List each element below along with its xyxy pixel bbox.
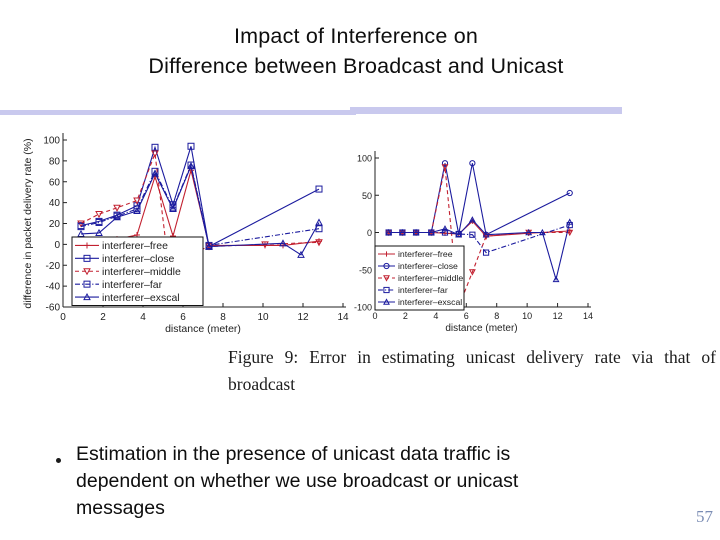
svg-text:interferer–close: interferer–close (102, 253, 175, 265)
svg-text:-60: -60 (46, 303, 61, 314)
svg-text:12: 12 (553, 311, 563, 321)
x-axis-label: distance (meter) (445, 323, 517, 334)
svg-text:0: 0 (54, 240, 60, 251)
svg-text:100: 100 (43, 136, 60, 147)
legend: interferer–freeinterferer–closeinterfere… (71, 236, 204, 306)
svg-text:-40: -40 (46, 282, 61, 293)
bullet-item: Estimation in the presence of unicast da… (52, 441, 622, 522)
svg-text:50: 50 (362, 191, 372, 201)
chart-broadcast-based-estimation: -60 -40 -20 0 20 40 60 80 100 0 2 4 6 8 10 12 14 distance… (22, 133, 349, 334)
svg-text:0: 0 (367, 228, 372, 238)
svg-text:interferer–free: interferer–free (102, 240, 168, 252)
svg-text:2: 2 (100, 312, 106, 323)
svg-text:interferer–far: interferer–far (102, 279, 163, 291)
axes: -60 -40 -20 0 20 40 60 80 100 0 2 4 6 8 10 12 14 (43, 133, 349, 323)
svg-text:-20: -20 (46, 261, 61, 272)
svg-text:interferer–close: interferer–close (398, 261, 458, 271)
bullet-text-line1: Estimation in the presence of unicast da… (76, 443, 511, 465)
svg-text:-50: -50 (359, 265, 372, 275)
svg-text:2: 2 (403, 311, 408, 321)
figure-caption-line1: Figure 9: Error in estimating unicast de… (228, 347, 716, 367)
x-axis-label: distance (meter) (165, 323, 241, 334)
bullet-text: Estimation in the presence of unicast da… (76, 441, 622, 522)
series-interferer-close (385, 160, 573, 238)
svg-text:14: 14 (337, 312, 349, 323)
bullet-text-line3: messages (76, 497, 165, 519)
svg-text:60: 60 (49, 177, 61, 188)
y-axis-label: difference in packet delivery rate (%) (22, 138, 34, 308)
svg-text:4: 4 (140, 312, 146, 323)
svg-text:6: 6 (180, 312, 186, 323)
bullet-icon (56, 458, 61, 463)
svg-text:40: 40 (49, 198, 61, 209)
svg-text:100: 100 (357, 154, 372, 164)
series-interferer-exscal (385, 216, 574, 283)
page-number: 57 (696, 507, 713, 526)
chart-unicast-based-estimation: -100 -50 0 50 100 0 2 4 6 8 10 12 14 distance (meter)… (354, 151, 593, 334)
svg-text:80: 80 (49, 156, 61, 167)
svg-text:interferer–far: interferer–far (398, 285, 448, 295)
svg-text:8: 8 (220, 312, 226, 323)
svg-text:12: 12 (297, 312, 309, 323)
bullet-text-line2: dependent on whether we use broadcast or… (76, 470, 519, 492)
title-divider-right-segment (350, 107, 622, 114)
slide-title-line1: Impact of Interference on (233, 24, 479, 48)
svg-text:interferer–exscal: interferer–exscal (398, 297, 462, 307)
svg-text:interferer–exscal: interferer–exscal (102, 292, 180, 304)
svg-text:interferer–middle: interferer–middle (398, 273, 463, 283)
svg-text:14: 14 (583, 311, 593, 321)
svg-text:interferer–free: interferer–free (398, 249, 453, 259)
legend: interferer–free interferer–close interfere… (374, 245, 465, 311)
svg-text:-100: -100 (354, 303, 372, 313)
figure-caption-line2: broadcast (228, 374, 296, 394)
slide-title: Impact of Interference on Difference bet… (0, 21, 712, 81)
figure-caption: Figure 9: Error in estimating unicast de… (228, 344, 716, 398)
slide-title-line2: Difference between Broadcast and Unicast (148, 54, 564, 78)
svg-text:8: 8 (494, 311, 499, 321)
svg-text:interferer–middle: interferer–middle (102, 266, 181, 278)
series-interferer-exscal (77, 162, 323, 258)
series-interferer-free (386, 218, 573, 239)
svg-text:4: 4 (433, 311, 438, 321)
svg-text:10: 10 (257, 312, 269, 323)
svg-text:10: 10 (522, 311, 532, 321)
svg-text:6: 6 (464, 311, 469, 321)
svg-text:20: 20 (49, 219, 61, 230)
title-divider-left-segment (0, 110, 356, 115)
svg-text:0: 0 (372, 311, 377, 321)
svg-text:0: 0 (60, 312, 66, 323)
